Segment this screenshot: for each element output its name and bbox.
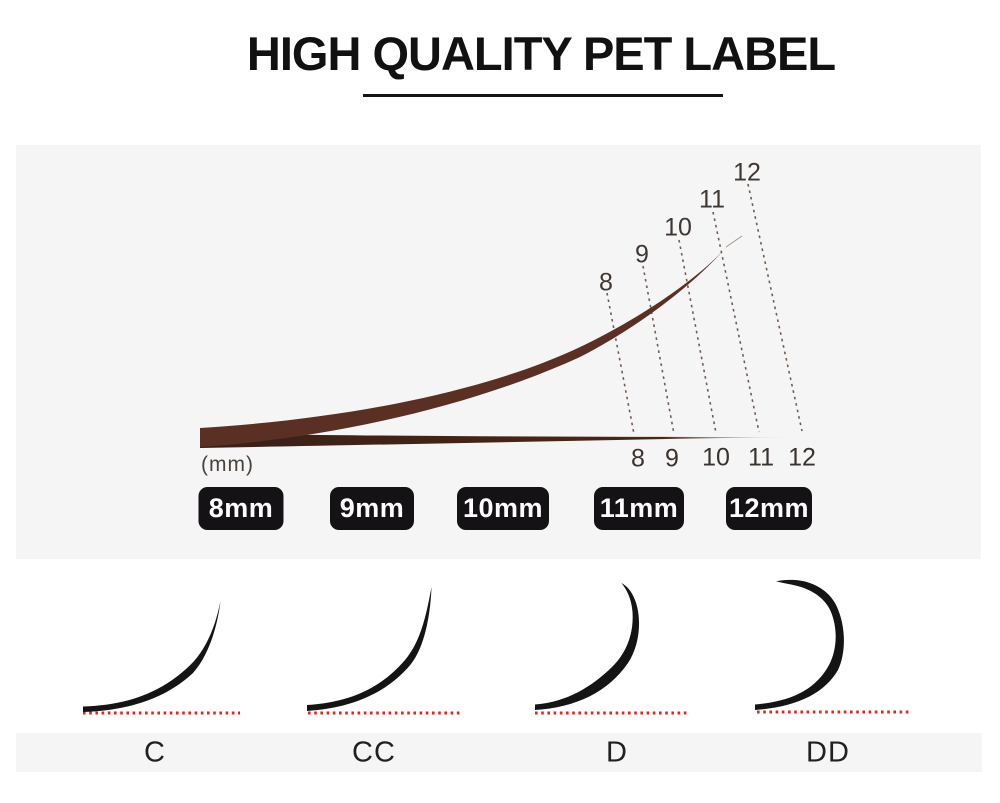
size-badge-9mm: 9mm [330, 487, 414, 530]
curve-tick-9: 9 [635, 240, 649, 269]
straight-lash [200, 433, 789, 448]
curl-label-d: D [606, 736, 628, 769]
curl-label-dd: DD [806, 736, 850, 769]
curved-lash-tip [725, 235, 743, 248]
curl-label-c: C [144, 736, 166, 769]
title-underline [363, 94, 723, 97]
size-badge-12mm: 12mm [726, 487, 812, 530]
baseline-tick-8: 8 [631, 444, 645, 473]
curl-d-lash [535, 583, 640, 710]
curve-tick-11: 11 [699, 185, 725, 214]
size-badge-10mm: 10mm [457, 487, 549, 530]
size-badge-11mm: 11mm [594, 487, 684, 530]
dash-guide-12 [747, 183, 803, 432]
curve-tick-10: 10 [664, 213, 692, 242]
curl-label-strip [16, 733, 982, 772]
baseline-tick-12: 12 [788, 443, 816, 472]
curl-types-diagram [83, 579, 912, 715]
baseline-tick-10: 10 [702, 443, 730, 472]
dash-guide-8 [606, 292, 635, 435]
dash-guide-10 [678, 239, 717, 434]
page-title: HIGH QUALITY PET LABEL [246, 27, 836, 80]
curved-lash [200, 244, 729, 447]
baseline-tick-11: 11 [748, 443, 774, 472]
lash-length-diagram [200, 183, 803, 448]
dash-guide-11 [712, 211, 760, 433]
curl-cc-lash [307, 587, 432, 711]
dash-guide-9 [642, 265, 675, 435]
curl-c-lash [83, 601, 221, 712]
baseline-tick-9: 9 [665, 444, 679, 473]
size-badge-8mm: 8mm [198, 487, 284, 530]
curve-tick-8: 8 [599, 268, 613, 297]
curl-dd-lash [755, 579, 844, 710]
curve-tick-12: 12 [733, 158, 761, 187]
curl-label-cc: CC [352, 736, 396, 769]
unit-label: (mm) [201, 453, 254, 476]
